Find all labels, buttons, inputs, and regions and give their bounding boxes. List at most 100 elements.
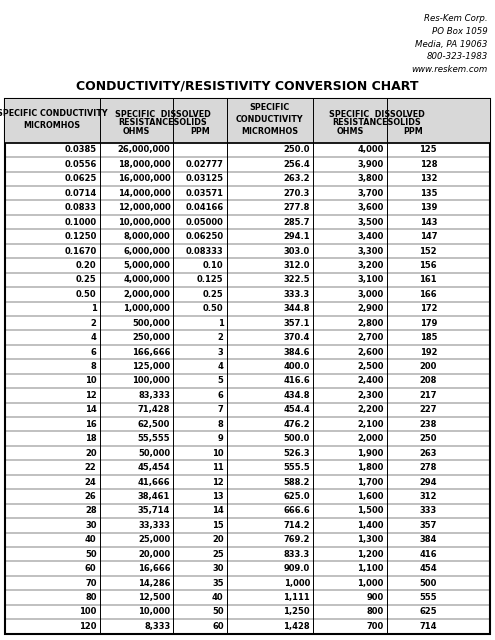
- Text: 700: 700: [366, 622, 384, 631]
- Text: 1,800: 1,800: [357, 463, 384, 472]
- Text: 588.2: 588.2: [284, 477, 310, 486]
- Text: 285.7: 285.7: [284, 218, 310, 227]
- Text: 20: 20: [85, 449, 97, 458]
- Text: 800: 800: [366, 607, 384, 616]
- Text: 2,300: 2,300: [357, 391, 384, 400]
- Text: 3,400: 3,400: [357, 232, 384, 241]
- Text: 0.50: 0.50: [76, 290, 97, 299]
- Text: 60: 60: [85, 564, 97, 573]
- Text: 35: 35: [212, 579, 224, 588]
- Text: 384: 384: [420, 535, 437, 544]
- Text: 2,000: 2,000: [357, 434, 384, 443]
- Text: 8,000,000: 8,000,000: [124, 232, 170, 241]
- Text: 217: 217: [420, 391, 437, 400]
- Text: 0.1000: 0.1000: [64, 218, 97, 227]
- Text: 80: 80: [85, 593, 97, 602]
- Text: 0.03125: 0.03125: [186, 174, 224, 183]
- Text: SPECIFIC  DISSOLVED: SPECIFIC DISSOLVED: [329, 110, 424, 119]
- Text: 13: 13: [212, 492, 224, 501]
- Text: 166: 166: [419, 290, 437, 299]
- Text: 10: 10: [212, 449, 224, 458]
- Text: 625.0: 625.0: [284, 492, 310, 501]
- Text: OHMS: OHMS: [123, 127, 150, 136]
- Text: 476.2: 476.2: [284, 420, 310, 429]
- Text: PPM: PPM: [403, 127, 423, 136]
- Text: 1,000: 1,000: [357, 579, 384, 588]
- Text: 3,500: 3,500: [357, 218, 384, 227]
- Text: 26,000,000: 26,000,000: [117, 145, 170, 154]
- Text: 16,666: 16,666: [138, 564, 170, 573]
- Text: 2,000,000: 2,000,000: [123, 290, 170, 299]
- Text: 357.1: 357.1: [284, 319, 310, 328]
- Text: 2,100: 2,100: [357, 420, 384, 429]
- Text: 500,000: 500,000: [133, 319, 170, 328]
- Text: PPM: PPM: [190, 127, 210, 136]
- Text: 2,400: 2,400: [357, 376, 384, 385]
- Text: 4,000,000: 4,000,000: [123, 275, 170, 284]
- Text: 30: 30: [212, 564, 224, 573]
- Text: 322.5: 322.5: [284, 275, 310, 284]
- Text: 3,200: 3,200: [357, 261, 384, 270]
- Text: 526.3: 526.3: [284, 449, 310, 458]
- Text: 0.0385: 0.0385: [64, 145, 97, 154]
- Text: OHMS: OHMS: [336, 127, 363, 136]
- Text: 28: 28: [85, 506, 97, 515]
- Text: 83,333: 83,333: [138, 391, 170, 400]
- Text: 312: 312: [420, 492, 437, 501]
- Text: 1: 1: [91, 304, 97, 313]
- Text: 3,600: 3,600: [357, 203, 384, 212]
- Text: 8: 8: [91, 362, 97, 371]
- Text: 0.10: 0.10: [203, 261, 224, 270]
- Text: 0.1250: 0.1250: [64, 232, 97, 241]
- Text: 70: 70: [85, 579, 97, 588]
- Text: 625: 625: [419, 607, 437, 616]
- Text: 1,000: 1,000: [284, 579, 310, 588]
- Text: 357: 357: [420, 521, 437, 530]
- Text: 14: 14: [212, 506, 224, 515]
- Text: 555: 555: [419, 593, 437, 602]
- Text: 10: 10: [85, 376, 97, 385]
- Text: 172: 172: [420, 304, 437, 313]
- Text: 714.2: 714.2: [284, 521, 310, 530]
- Text: 12: 12: [85, 391, 97, 400]
- Bar: [5, 99, 490, 143]
- Text: 40: 40: [85, 535, 97, 544]
- Text: 4,000: 4,000: [357, 145, 384, 154]
- Text: 152: 152: [419, 246, 437, 255]
- Text: 1,600: 1,600: [357, 492, 384, 501]
- Text: 45,454: 45,454: [138, 463, 170, 472]
- Text: 5: 5: [218, 376, 224, 385]
- Text: 200: 200: [420, 362, 437, 371]
- Text: 1,400: 1,400: [357, 521, 384, 530]
- Text: 6: 6: [218, 391, 224, 400]
- Text: 0.05000: 0.05000: [186, 218, 224, 227]
- Text: 4: 4: [91, 333, 97, 342]
- Text: 40: 40: [212, 593, 224, 602]
- Text: 1: 1: [218, 319, 224, 328]
- Text: 156: 156: [419, 261, 437, 270]
- Text: 185: 185: [420, 333, 437, 342]
- Text: 18: 18: [85, 434, 97, 443]
- Text: 20: 20: [212, 535, 224, 544]
- Text: 12,500: 12,500: [138, 593, 170, 602]
- Text: 833.3: 833.3: [284, 550, 310, 559]
- Text: 14: 14: [85, 405, 97, 414]
- Text: 0.0714: 0.0714: [64, 189, 97, 198]
- Text: 278: 278: [420, 463, 437, 472]
- Text: 166,666: 166,666: [132, 348, 170, 356]
- Text: 208: 208: [420, 376, 437, 385]
- Text: 62,500: 62,500: [138, 420, 170, 429]
- Text: 555.5: 555.5: [283, 463, 310, 472]
- Text: 263: 263: [420, 449, 437, 458]
- Text: 7: 7: [218, 405, 224, 414]
- Text: 6: 6: [91, 348, 97, 356]
- Text: 15: 15: [212, 521, 224, 530]
- Text: 0.0625: 0.0625: [64, 174, 97, 183]
- Text: 666.6: 666.6: [283, 506, 310, 515]
- Text: 35,714: 35,714: [138, 506, 170, 515]
- Text: 250: 250: [420, 434, 437, 443]
- Text: 33,333: 33,333: [138, 521, 170, 530]
- Text: 139: 139: [420, 203, 437, 212]
- Text: 277.8: 277.8: [284, 203, 310, 212]
- Text: 3,700: 3,700: [357, 189, 384, 198]
